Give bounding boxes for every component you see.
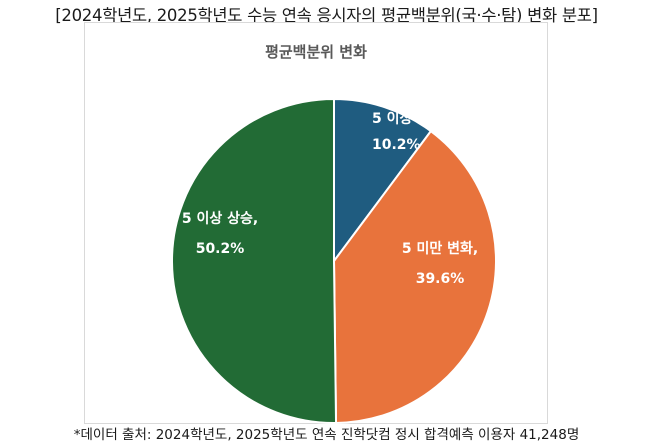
pie-slice xyxy=(171,97,338,424)
chart-title: 평균백분위 변화 xyxy=(265,43,367,61)
slice-value-label: 10.2% xyxy=(372,137,421,153)
slice-label: 5 미만 변화, xyxy=(402,241,478,257)
pie-slices xyxy=(171,97,497,425)
slice-label: 5 이상 하락, xyxy=(372,110,448,127)
pie-slice xyxy=(332,129,497,425)
chart-area: 평균백분위 변화 5 이상 하락, 10.2% 5 미만 변화, 39.6% 5 이상 … xyxy=(84,22,548,425)
data-source-note: *데이터 출처: 2024학년도, 2025학년도 연속 진학닷컴 정시 합격예… xyxy=(73,427,580,443)
slice-value-label: 50.2% xyxy=(196,241,245,257)
page-title: [2024학년도, 2025학년도 수능 연속 응시자의 평균백분위(국·수·탐… xyxy=(55,6,598,25)
pie-labels: 5 이상 하락, 10.2% 5 미만 변화, 39.6% 5 이상 상승, 50.2% xyxy=(182,110,478,287)
pie-chart: 5 이상 하락, 10.2% 5 미만 변화, 39.6% 5 이상 상승, 50.2% xyxy=(171,97,497,425)
pie-slice xyxy=(333,97,433,265)
slice-label: 5 이상 상승, xyxy=(182,210,258,227)
slice-value-label: 39.6% xyxy=(416,271,465,287)
